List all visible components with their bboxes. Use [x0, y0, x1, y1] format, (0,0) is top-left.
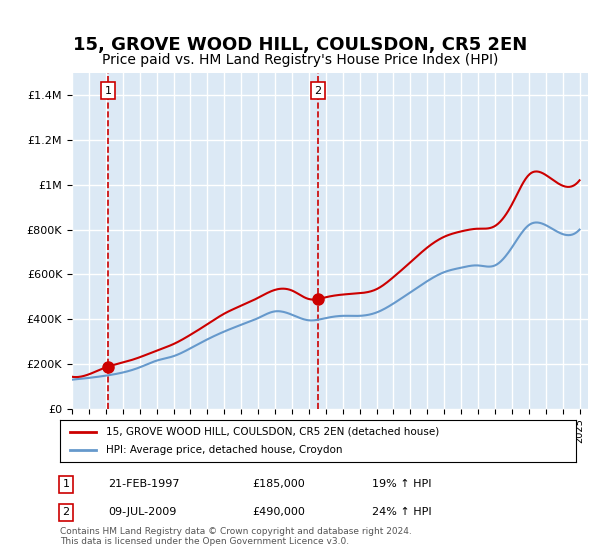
Text: 24% ↑ HPI: 24% ↑ HPI — [372, 507, 431, 517]
Text: 19% ↑ HPI: 19% ↑ HPI — [372, 479, 431, 489]
Text: 21-FEB-1997: 21-FEB-1997 — [108, 479, 179, 489]
Text: Price paid vs. HM Land Registry's House Price Index (HPI): Price paid vs. HM Land Registry's House … — [102, 53, 498, 67]
Text: £490,000: £490,000 — [252, 507, 305, 517]
Text: 1: 1 — [104, 86, 112, 96]
Text: 09-JUL-2009: 09-JUL-2009 — [108, 507, 176, 517]
Text: 2: 2 — [314, 86, 321, 96]
Text: £185,000: £185,000 — [252, 479, 305, 489]
Text: HPI: Average price, detached house, Croydon: HPI: Average price, detached house, Croy… — [106, 445, 343, 455]
Text: 15, GROVE WOOD HILL, COULSDON, CR5 2EN (detached house): 15, GROVE WOOD HILL, COULSDON, CR5 2EN (… — [106, 427, 440, 437]
Text: 15, GROVE WOOD HILL, COULSDON, CR5 2EN: 15, GROVE WOOD HILL, COULSDON, CR5 2EN — [73, 36, 527, 54]
Text: Contains HM Land Registry data © Crown copyright and database right 2024.
This d: Contains HM Land Registry data © Crown c… — [60, 526, 412, 546]
Text: 2: 2 — [62, 507, 70, 517]
Text: 1: 1 — [62, 479, 70, 489]
